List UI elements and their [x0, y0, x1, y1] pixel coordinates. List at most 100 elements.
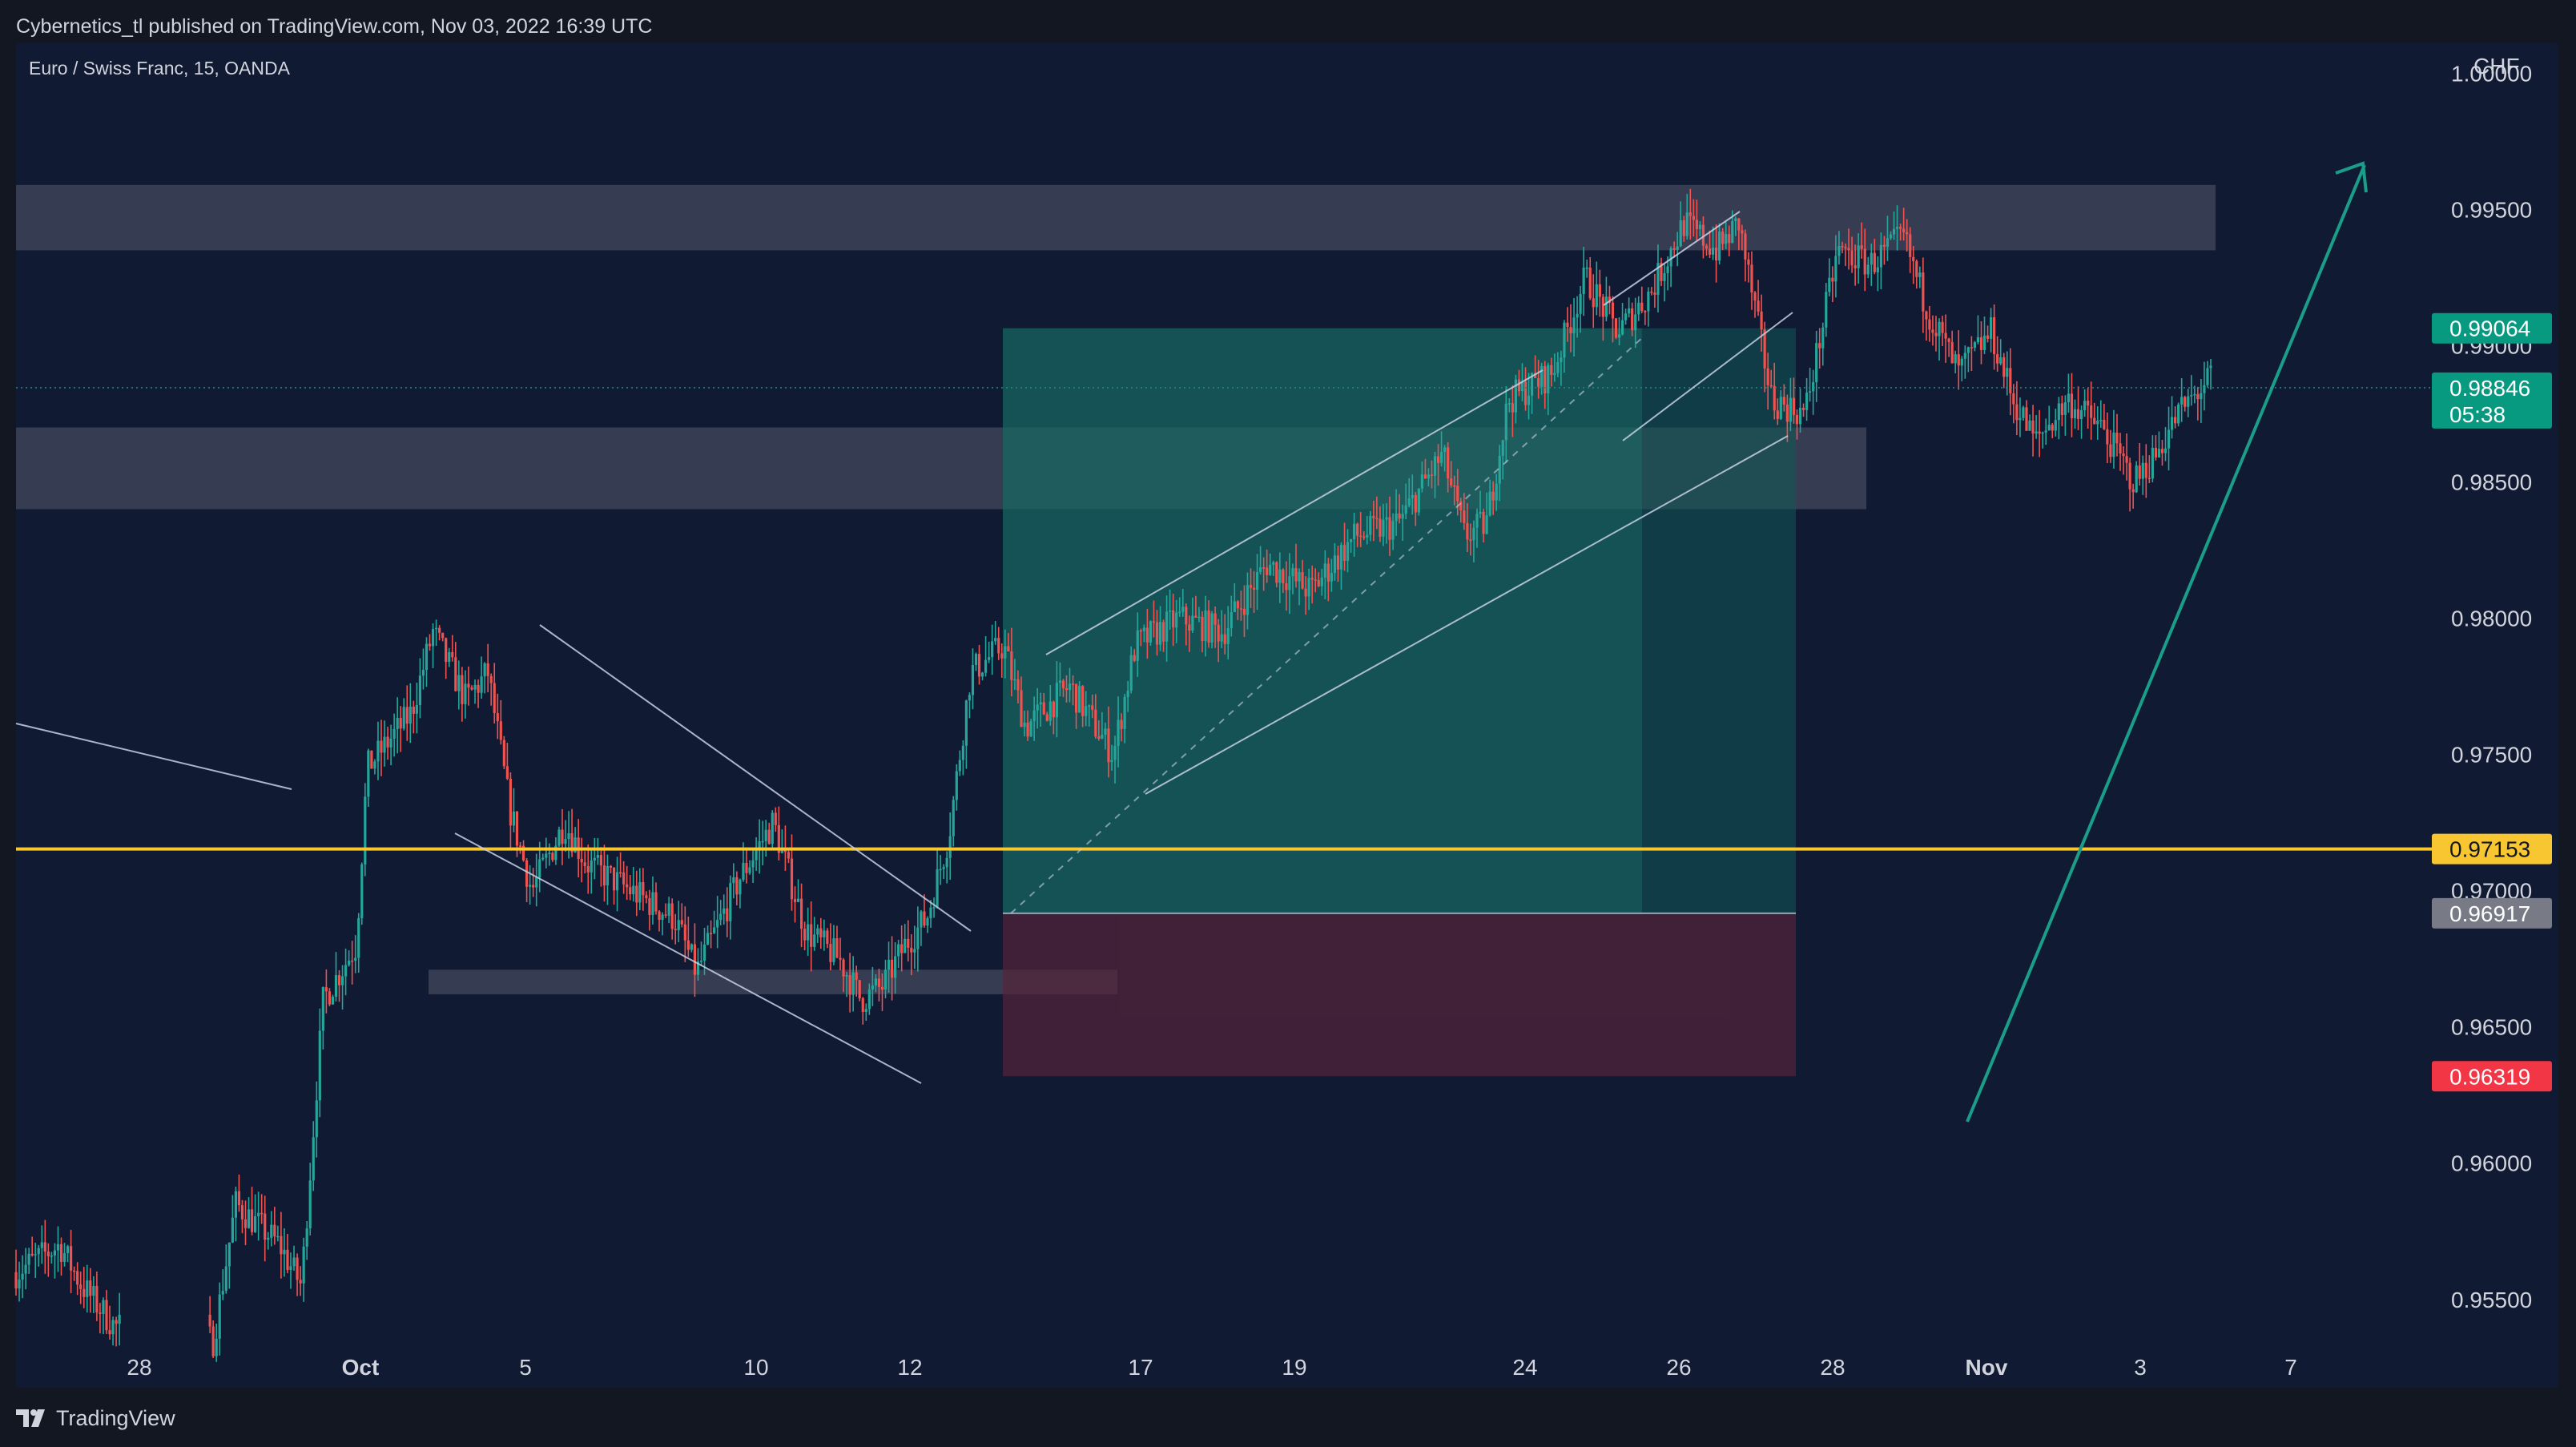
- candle-body: [593, 857, 596, 861]
- candle: [1246, 572, 1250, 630]
- tradingview-logo[interactable]: TradingView: [16, 1405, 175, 1431]
- candle-body: [1792, 397, 1796, 415]
- candle-body: [602, 865, 606, 886]
- candle-body: [929, 907, 932, 919]
- candle-body: [399, 718, 402, 729]
- candle-body: [823, 930, 826, 937]
- y-tick-label: 0.96500: [2451, 1015, 2532, 1040]
- candle: [2009, 348, 2012, 416]
- candle: [250, 1187, 254, 1235]
- candle-body: [826, 930, 829, 945]
- candle: [1007, 633, 1010, 652]
- candle: [2193, 385, 2196, 404]
- candle-body: [1857, 245, 1860, 268]
- candle-body: [431, 629, 435, 647]
- candle: [1013, 659, 1016, 691]
- candle-body: [923, 911, 926, 926]
- candle: [1579, 286, 1582, 333]
- candle: [622, 861, 626, 894]
- candle: [858, 980, 861, 1002]
- candle-body: [2177, 404, 2180, 424]
- candle-body: [1876, 267, 1879, 272]
- candle: [1385, 503, 1388, 544]
- candle-body: [1485, 515, 1488, 534]
- candle: [1650, 287, 1653, 296]
- candle-body: [1854, 265, 1857, 268]
- candle-body: [713, 927, 716, 933]
- candle-body: [441, 632, 445, 639]
- candle-body: [283, 1249, 286, 1255]
- candle-body: [380, 740, 383, 753]
- candle: [1530, 372, 1534, 414]
- candle: [37, 1244, 40, 1267]
- candle: [1860, 222, 1863, 259]
- candle-body: [699, 961, 703, 962]
- candle: [1947, 337, 1950, 357]
- candle: [30, 1236, 34, 1257]
- candle-body: [1737, 218, 1741, 231]
- candle-body: [2067, 393, 2071, 403]
- candle-body: [334, 975, 338, 998]
- candle-body: [1423, 474, 1427, 479]
- candle-body: [30, 1253, 34, 1256]
- candle: [871, 966, 874, 1006]
- candle: [1472, 520, 1475, 562]
- position-stop-zone: [1003, 913, 1796, 1077]
- candle-body: [916, 927, 920, 949]
- candle: [777, 806, 780, 861]
- candle: [1255, 554, 1259, 611]
- candle: [1023, 710, 1026, 737]
- candle-body: [464, 683, 467, 704]
- candle: [926, 916, 929, 933]
- candle: [467, 666, 470, 706]
- candle-body: [706, 933, 710, 945]
- position-path-dashed-line: [1010, 336, 1644, 914]
- candle-body: [580, 858, 583, 863]
- y-tick-label: 0.96000: [2451, 1151, 2532, 1176]
- candle-body: [1045, 714, 1049, 721]
- rising-wedge-lower: [1622, 312, 1793, 441]
- candle: [1854, 244, 1857, 286]
- candle: [955, 764, 958, 811]
- price-tag-target: 0.99064: [2432, 312, 2552, 344]
- candle-body: [218, 1294, 221, 1339]
- candle: [683, 906, 686, 962]
- candle: [829, 923, 832, 971]
- candle: [1104, 722, 1107, 750]
- candle-body: [1579, 294, 1582, 314]
- candle: [1725, 222, 1728, 249]
- candle: [977, 644, 981, 685]
- candle: [1544, 361, 1547, 409]
- candle: [1944, 314, 1947, 363]
- candle: [1113, 736, 1117, 784]
- candle-body: [2054, 420, 2057, 431]
- candle-body: [739, 880, 742, 895]
- candle: [1705, 244, 1709, 256]
- candle: [1989, 308, 1993, 353]
- candle-body: [1828, 277, 1831, 292]
- candle: [751, 849, 755, 883]
- candle: [425, 637, 429, 687]
- candle-body: [1511, 403, 1514, 413]
- candle: [1169, 589, 1172, 631]
- candle-body: [1812, 381, 1815, 392]
- candle-body: [832, 938, 835, 962]
- candle: [18, 1261, 21, 1302]
- candle-body: [803, 929, 807, 941]
- candle-body: [1750, 264, 1753, 293]
- candle: [803, 921, 807, 951]
- candle: [392, 713, 396, 757]
- candle-body: [1701, 224, 1705, 246]
- candle-body: [1391, 521, 1395, 540]
- candle: [1685, 194, 1688, 240]
- candle: [1117, 696, 1120, 768]
- candle: [1097, 719, 1101, 741]
- candle: [1463, 493, 1466, 530]
- candle: [1479, 490, 1482, 518]
- axis-layer: CHF1.000000.995000.990000.985000.980000.…: [127, 54, 2532, 1380]
- candle: [2012, 384, 2015, 424]
- candle: [635, 870, 638, 917]
- projection-arrow-line: [1966, 164, 2366, 1123]
- candle: [2196, 386, 2200, 421]
